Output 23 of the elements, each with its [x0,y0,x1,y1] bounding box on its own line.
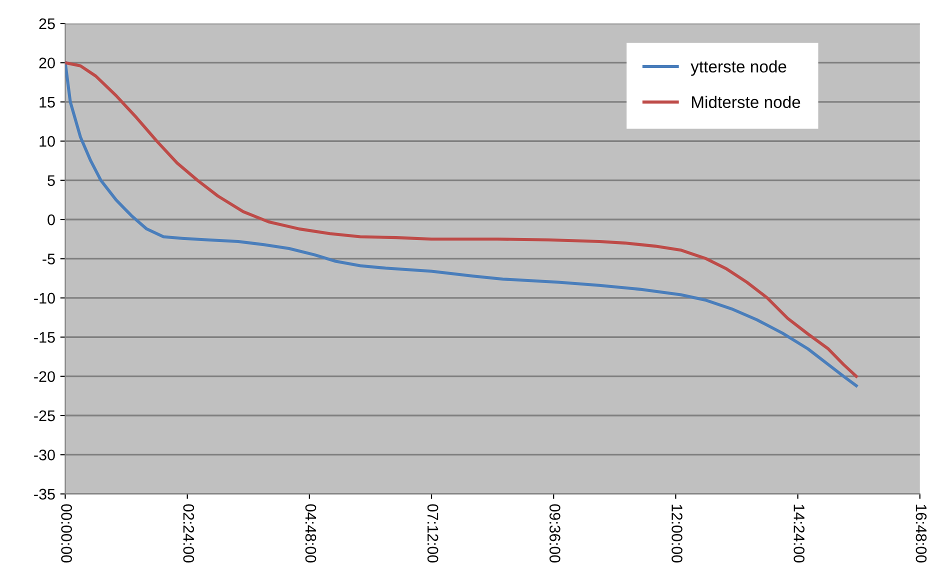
legend-label: ytterste node [690,60,786,76]
x-tick-label: 04:48:00 [305,504,316,563]
y-tick-label: 25 [39,18,55,30]
y-tick-label: 5 [48,175,55,186]
x-tick-label: 09:36:00 [550,504,560,563]
y-tick-label: -25 [34,410,55,422]
x-tick-label: 07:12:00 [427,504,438,563]
legend-label: Midterste node [692,96,800,108]
x-tick-label: 14:24:00 [794,504,805,563]
y-tick-label: 15 [40,96,55,108]
y-tick-label: -30 [34,450,55,460]
y-tick-label: -20 [34,371,55,382]
y-tick-label: -15 [34,332,55,343]
x-tick-label: 00:00:00 [61,504,72,563]
y-tick-label: 0 [48,214,55,226]
y-tick-label: -10 [34,292,55,304]
y-tick-label: 10 [40,136,55,147]
x-tick-label: 16:48:00 [916,504,927,563]
y-tick-label: 20 [39,58,55,68]
y-tick-label: -5 [42,254,55,264]
x-tick-label: 02:24:00 [183,504,194,563]
x-tick-label: 12:00:00 [672,504,682,563]
y-tick-label: -35 [34,488,55,500]
